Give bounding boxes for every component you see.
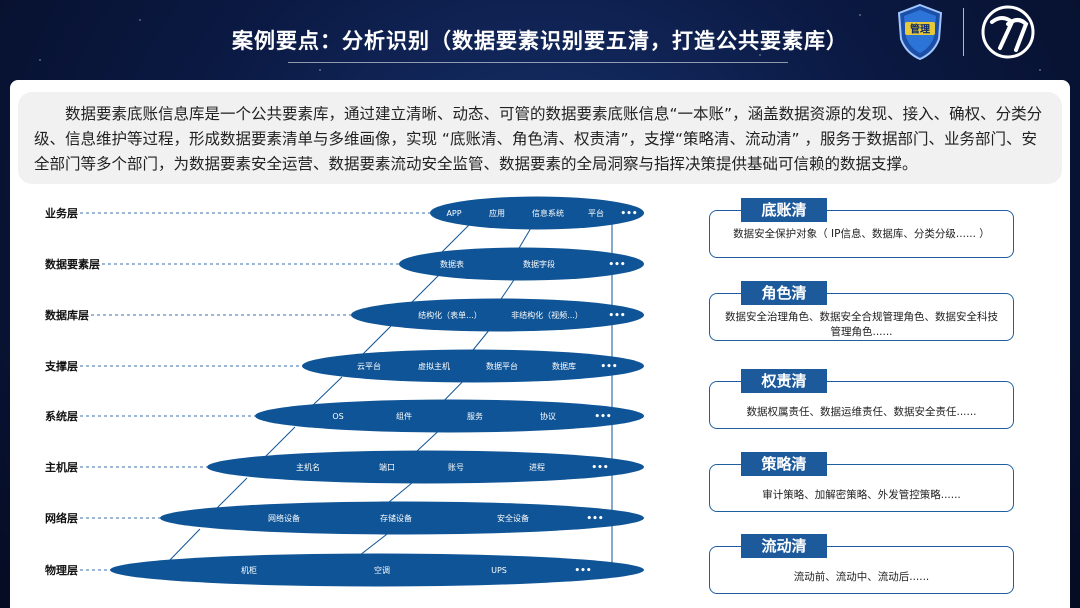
more-icon: ••• [608, 260, 625, 270]
layer-label: 系统层 [45, 409, 78, 423]
layer-item: 虚拟主机 [418, 361, 450, 371]
card-body: 数据权属责任、数据运维责任、数据安全责任...... [746, 406, 977, 418]
layer-item: 数据表 [440, 259, 464, 269]
layer-ellipse [399, 247, 644, 281]
layer-item: 机柜 [241, 565, 257, 575]
badge-label: 管理 [910, 23, 930, 36]
more-icon: ••• [594, 412, 611, 422]
more-icon: ••• [600, 362, 617, 372]
card-body: 审计策略、加解密策略、外发管控策略...... [762, 489, 961, 501]
layer-item: 端口 [379, 462, 395, 472]
layer-item: 结构化（表单...） [418, 310, 482, 320]
connector-line [358, 325, 392, 359]
connector-line [437, 223, 471, 257]
card-title: 角色清 [741, 281, 827, 305]
more-icon: ••• [574, 566, 591, 576]
layer-item: 平台 [588, 208, 604, 218]
intro-box: 数据要素底账信息库是一个公共要素库，通过建立清晰、动态、可管的数据要素底账信息“… [18, 92, 1062, 184]
layer-6: 主机层 主机名 端口 账号 进程 ••• [45, 450, 644, 484]
layer-label: 支撑层 [44, 359, 78, 373]
layer-item: 协议 [540, 411, 556, 421]
more-icon: ••• [586, 514, 603, 524]
layer-item: 主机名 [296, 462, 320, 472]
connector-line [262, 426, 296, 460]
card-body: 数据安全保护对象（ IP信息、数据库、分类分级...... ） [733, 228, 990, 240]
layer-ellipse [255, 399, 644, 433]
layer-4: 支撑层 云平台 虚拟主机 数据平台 数据库 ••• [44, 349, 644, 383]
layer-ellipse [302, 349, 644, 383]
layer-item: 云平台 [357, 361, 381, 371]
layer-item: 数据字段 [523, 259, 555, 269]
layer-label: 业务层 [45, 206, 78, 220]
card-title: 策略清 [741, 452, 827, 476]
card-body: 数据安全治理角色、数据安全合规管理角色、数据安全科技管理角色...... [725, 311, 998, 338]
more-icon: ••• [608, 311, 625, 321]
layer-item: 信息系统 [532, 208, 564, 218]
layer-item: 进程 [529, 463, 545, 472]
layer-label: 主机层 [45, 460, 78, 474]
more-icon: ••• [591, 463, 608, 473]
more-icon: ••• [620, 209, 637, 219]
layer-item: UPS [491, 566, 507, 575]
title-underline [288, 62, 788, 63]
logo-divider [963, 8, 964, 56]
layer-item: 服务 [467, 411, 483, 421]
card-body: 流动前、流动中、流动后...... [793, 571, 930, 583]
layer-ellipse [160, 501, 644, 535]
connector-line [309, 376, 343, 409]
layer-5: 系统层 OS 组件 服务 协议 ••• [45, 399, 644, 433]
layer-ellipse [110, 553, 644, 587]
layer-item: 网络设备 [268, 513, 300, 523]
layer-item: 非结构化（视频...） [511, 310, 583, 320]
layers-group: 业务层 APP 应用 信息系统 平台 ••• 数据要素层 数据表 数据字段 ••• 数据库层 结构化（… [44, 196, 644, 587]
layer-item: 空调 [374, 565, 390, 575]
layer-item: 数据平台 [486, 361, 518, 371]
layer-ellipse [430, 196, 644, 230]
card-title: 流动清 [741, 534, 827, 558]
layer-item: 安全设备 [497, 513, 529, 523]
layer-label: 数据要素层 [45, 257, 100, 271]
layer-item: 存储设备 [380, 513, 412, 523]
slide-title: 案例要点：分析识别（数据要素识别要五清，打造公共要素库） [232, 29, 848, 53]
card-title: 底账清 [741, 198, 827, 222]
card-title: 权责清 [741, 369, 827, 393]
layer-item: OS [332, 412, 343, 421]
brand-logo-icon [981, 5, 1035, 59]
layer-label: 数据库层 [45, 308, 89, 322]
layer-label: 物理层 [45, 563, 78, 577]
layer-item: 组件 [396, 411, 412, 421]
layer-label: 网络层 [45, 511, 78, 525]
layer-item: 数据库 [552, 361, 576, 371]
layer-ellipse [351, 298, 644, 332]
layer-1: 业务层 APP 应用 信息系统 平台 ••• [45, 196, 644, 230]
connector-line [214, 477, 248, 511]
layer-ellipse [207, 450, 644, 484]
layer-item: 应用 [489, 208, 505, 218]
connector-line [167, 528, 201, 563]
layer-item: 账号 [448, 463, 464, 472]
layer-7: 网络层 网络设备 存储设备 安全设备 ••• [45, 501, 644, 535]
layer-8: 物理层 机柜 空调 UPS ••• [45, 553, 644, 587]
intro-text: 数据要素底账信息库是一个公共要素库，通过建立清晰、动态、可管的数据要素底账信息“… [34, 105, 1043, 173]
layer-3: 数据库层 结构化（表单...） 非结构化（视频...） ••• [45, 298, 644, 332]
layer-2: 数据要素层 数据表 数据字段 ••• [45, 247, 644, 281]
shield-badge-icon: 管理 [897, 3, 943, 61]
layer-item: APP [446, 209, 461, 218]
